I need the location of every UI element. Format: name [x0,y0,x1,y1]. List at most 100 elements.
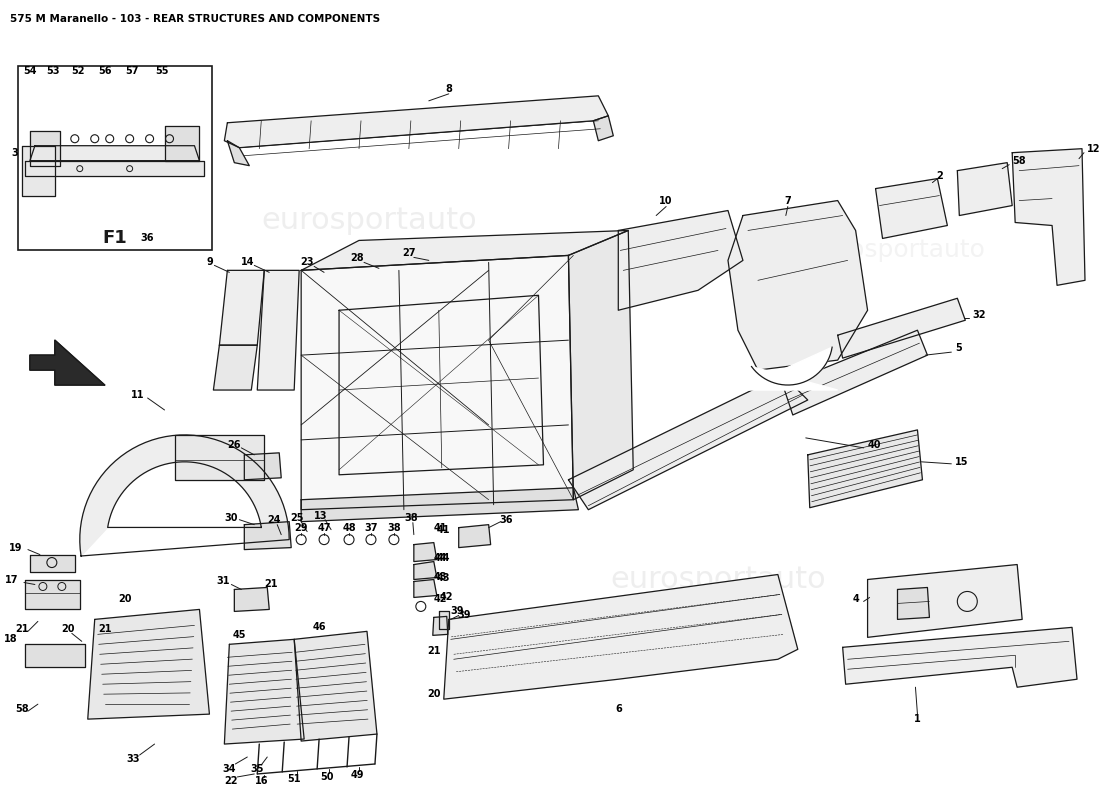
Text: 38: 38 [404,513,418,522]
Text: 21: 21 [15,624,29,634]
Polygon shape [22,146,55,195]
Polygon shape [301,255,573,510]
Text: 11: 11 [131,390,144,400]
Text: 37: 37 [364,522,377,533]
Text: 40: 40 [868,440,881,450]
Polygon shape [25,579,80,610]
Polygon shape [414,579,437,598]
Polygon shape [414,562,437,579]
Polygon shape [30,340,105,385]
Text: 24: 24 [267,514,280,525]
Polygon shape [25,644,85,667]
Text: 54: 54 [23,66,36,76]
Text: 53: 53 [46,66,59,76]
Text: 42: 42 [434,594,448,605]
Text: 3: 3 [11,148,18,158]
Polygon shape [957,162,1012,215]
Polygon shape [80,435,289,556]
Text: 52: 52 [72,66,85,76]
Text: 56: 56 [98,66,111,76]
Polygon shape [569,230,634,500]
Polygon shape [30,130,59,166]
Text: 33: 33 [125,754,140,764]
Polygon shape [876,178,947,238]
Polygon shape [257,270,299,390]
Text: 20: 20 [118,594,131,605]
Text: 6: 6 [615,704,622,714]
Text: 18: 18 [4,634,18,644]
Polygon shape [618,210,742,310]
Polygon shape [593,116,614,141]
Text: 12: 12 [1087,144,1100,154]
Text: 42: 42 [440,593,453,602]
Polygon shape [219,270,264,345]
Text: 38: 38 [387,522,400,533]
Text: 50: 50 [320,772,333,782]
Text: 1: 1 [914,714,921,724]
Bar [18,66,212,250]
Polygon shape [301,230,628,270]
Text: 21: 21 [98,624,111,634]
Polygon shape [459,525,491,547]
Text: 34: 34 [222,764,236,774]
Text: 21: 21 [264,579,278,590]
Text: 36: 36 [141,234,154,243]
Text: 58: 58 [1012,156,1026,166]
Text: 39: 39 [450,606,463,617]
Text: 26: 26 [228,440,241,450]
Polygon shape [30,554,75,571]
Polygon shape [234,587,270,611]
Polygon shape [728,201,868,370]
Text: 575 M Maranello - 103 - REAR STRUCTURES AND COMPONENTS: 575 M Maranello - 103 - REAR STRUCTURES … [10,14,381,24]
Polygon shape [244,522,292,550]
Text: 32: 32 [972,310,986,320]
Polygon shape [439,611,449,630]
Polygon shape [224,96,608,148]
Polygon shape [175,435,264,480]
Text: 4: 4 [852,594,859,605]
Polygon shape [838,298,966,358]
Polygon shape [88,610,209,719]
Polygon shape [569,375,807,510]
Polygon shape [213,345,257,390]
Text: 35: 35 [251,764,264,774]
Polygon shape [339,295,543,474]
Polygon shape [868,565,1022,638]
Text: 48: 48 [342,522,355,533]
Text: eurosportauto: eurosportauto [610,565,826,594]
Text: 17: 17 [4,574,18,585]
Text: 14: 14 [241,258,254,267]
Text: 43: 43 [434,571,448,582]
Polygon shape [228,141,250,166]
Polygon shape [807,430,923,508]
Text: 39: 39 [456,610,471,621]
Polygon shape [843,627,1077,687]
Text: 31: 31 [217,577,230,586]
Text: 13: 13 [315,510,328,521]
Text: 44: 44 [437,553,451,562]
Text: 10: 10 [659,195,673,206]
Text: 29: 29 [295,522,308,533]
Polygon shape [432,616,448,635]
Polygon shape [783,330,927,415]
Text: 2: 2 [936,170,943,181]
Text: 8: 8 [446,84,452,94]
Text: 47: 47 [317,522,331,533]
Polygon shape [301,488,579,522]
Text: 36: 36 [499,514,514,525]
Text: 43: 43 [437,573,451,582]
Polygon shape [443,574,798,699]
Text: 21: 21 [427,646,440,656]
Polygon shape [30,146,199,161]
Text: 7: 7 [784,195,791,206]
Text: 45: 45 [232,630,246,640]
Polygon shape [25,161,205,176]
Text: 25: 25 [290,513,304,522]
Polygon shape [1012,149,1085,286]
Text: 19: 19 [9,542,22,553]
Polygon shape [738,347,838,390]
Polygon shape [898,587,929,619]
Text: 20: 20 [62,624,75,634]
Text: 9: 9 [206,258,212,267]
Text: 22: 22 [224,776,238,786]
